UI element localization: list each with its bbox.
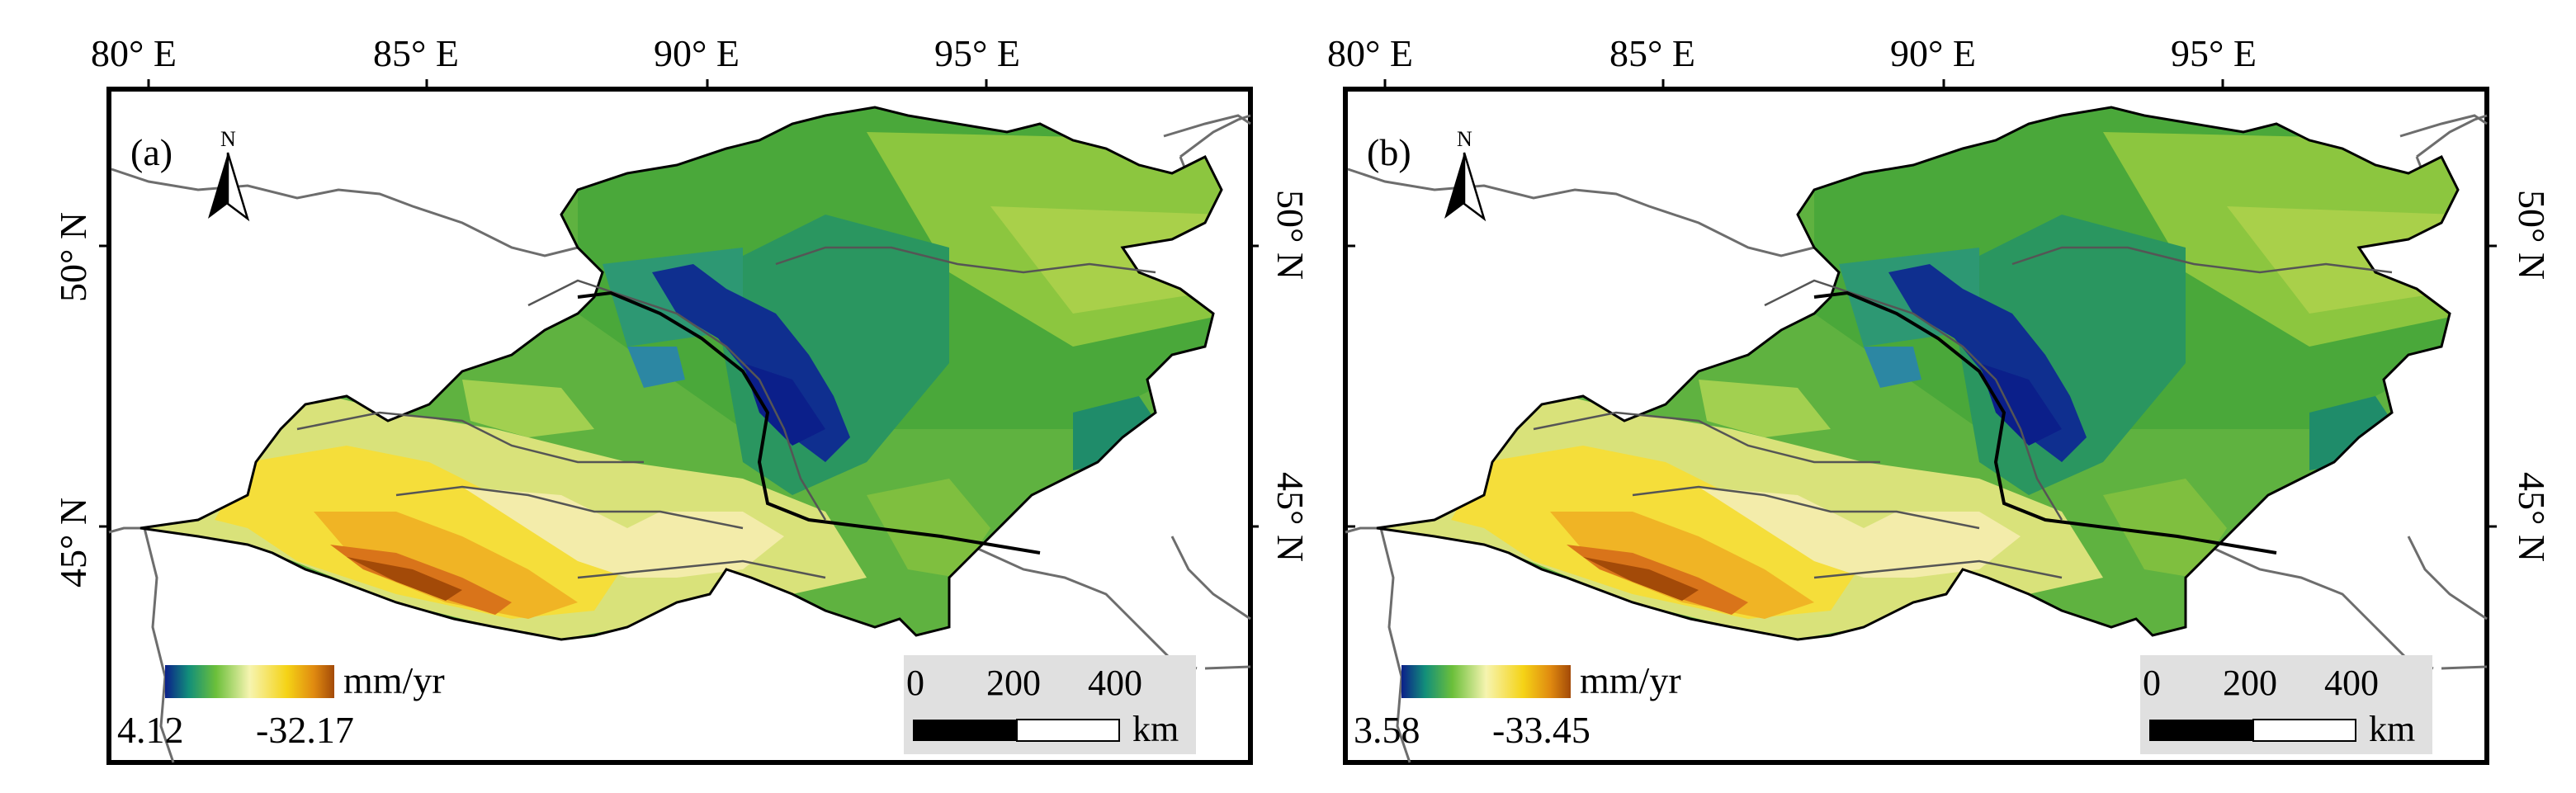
map-panel-a xyxy=(106,87,1253,765)
y-tick-label: 45° N xyxy=(2511,472,2553,562)
national-border xyxy=(577,290,1041,555)
internal-boundaries xyxy=(296,246,1156,579)
scale-unit: km xyxy=(1132,709,1179,749)
y-tick-label: 50° N xyxy=(2511,190,2553,280)
north-arrow-icon: N xyxy=(208,127,250,222)
map-panel-b xyxy=(1343,87,2489,765)
legend: mm/yr 3.58 -33.45 xyxy=(1354,659,1681,751)
scale-bar: 0 200 400 km xyxy=(2140,655,2432,754)
legend-min: 4.12 xyxy=(117,709,184,751)
scale-tick: 0 xyxy=(2143,663,2161,703)
x-tick-label: 80° E xyxy=(91,32,177,74)
legend-unit: mm/yr xyxy=(343,659,445,701)
scale-tick: 400 xyxy=(2324,663,2379,703)
scale-unit: km xyxy=(2369,709,2415,749)
x-tick-label: 95° E xyxy=(2171,32,2257,74)
y-tick-label: 50° N xyxy=(1269,190,1312,280)
north-arrow-icon: N xyxy=(1444,127,1487,222)
scale-tick: 400 xyxy=(1088,663,1142,703)
x-tick-label: 90° E xyxy=(654,32,740,74)
basin-outline xyxy=(139,106,1223,641)
scale-tick: 0 xyxy=(906,663,924,703)
scale-tick: 200 xyxy=(2223,663,2277,703)
national-border xyxy=(1813,290,2277,555)
panel-label: (a) xyxy=(130,131,173,173)
x-tick-label: 85° E xyxy=(373,32,459,74)
tick-marks xyxy=(99,79,2497,528)
y-tick-label: 45° N xyxy=(52,498,94,588)
legend: mm/yr 4.12 -32.17 xyxy=(117,659,445,751)
legend-color-bar xyxy=(165,665,334,698)
y-tick-label: 50° N xyxy=(52,212,94,302)
legend-color-bar xyxy=(1401,665,1571,698)
x-tick-label: 90° E xyxy=(1890,32,1976,74)
x-tick-label: 85° E xyxy=(1609,32,1695,74)
legend-max: -33.45 xyxy=(1492,709,1591,751)
north-label: N xyxy=(220,127,236,151)
y-tick-label: 45° N xyxy=(1269,472,1312,562)
legend-max: -32.17 xyxy=(256,709,354,751)
country-borders xyxy=(108,114,1251,763)
legend-min: 3.58 xyxy=(1354,709,1420,751)
scale-tick: 200 xyxy=(986,663,1041,703)
internal-boundaries xyxy=(1533,246,2393,579)
scale-bar: 0 200 400 km xyxy=(904,655,1196,754)
basin-outline xyxy=(1376,106,2460,641)
north-label: N xyxy=(1457,127,1472,151)
panel-label: (b) xyxy=(1367,131,1411,173)
x-tick-label: 95° E xyxy=(934,32,1020,74)
legend-unit: mm/yr xyxy=(1580,659,1681,701)
x-tick-label: 80° E xyxy=(1327,32,1413,74)
